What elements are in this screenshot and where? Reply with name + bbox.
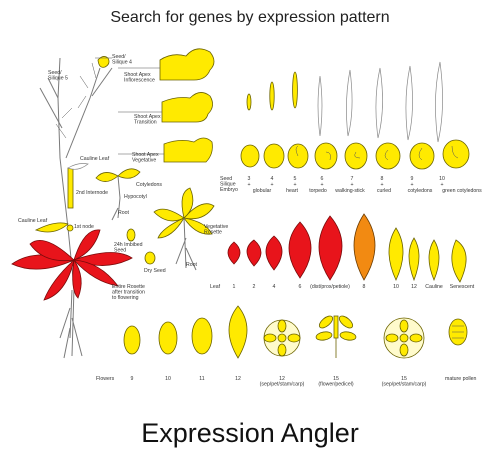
internode-2nd-organ[interactable] xyxy=(67,167,74,209)
silique-stage-label: 5 xyxy=(294,176,297,182)
leaf-stage-label: 4 xyxy=(273,284,276,290)
cauline-leaf-top-organ[interactable] xyxy=(67,163,89,170)
leaf-stage-label: 8 xyxy=(363,284,366,290)
label-shoot-apex-inflorescence: Shoot Apex Inflorescence xyxy=(124,72,155,84)
shoot-apex-vegetative-organ[interactable] xyxy=(163,137,213,163)
embryo-row xyxy=(240,139,470,170)
silique-mark-label: + xyxy=(410,182,413,188)
flower-stage-label: 9 xyxy=(131,376,134,382)
shoot-apex-transition-organ[interactable] xyxy=(161,92,213,123)
leaf-stage-label: 12 xyxy=(411,284,417,290)
embryo-stage-label: heart xyxy=(286,188,298,194)
cotyledon-left-organ[interactable] xyxy=(95,172,119,182)
leaf-stage-label: 6 xyxy=(299,284,302,290)
dry-seed-organ[interactable] xyxy=(144,251,156,265)
silique-mark-label: + xyxy=(293,182,296,188)
flower-stage-label: 11 xyxy=(199,376,204,382)
silique-stage-label: 9 xyxy=(411,176,414,182)
leaf-stage-label: (dist/prox/petiole) xyxy=(310,284,350,290)
embryo-stage-label: curled xyxy=(377,188,391,194)
embryo-stage-label: green cotyledons xyxy=(442,188,482,194)
vegetative-rosette[interactable] xyxy=(153,187,215,271)
label-imbibed-seed: 24h Imbibed Seed xyxy=(114,242,143,254)
label-layer: Seed/Silique 4 Seed/Silique 5 Shoot Apex In… xyxy=(18,54,482,388)
silique-stage-label: 10 xyxy=(439,176,445,182)
embryo-stage-label: walking-stick xyxy=(335,188,365,194)
label-first-node: 1st node xyxy=(74,224,94,230)
shoot-apex-inflorescence-organ[interactable] xyxy=(159,48,215,81)
hypocotyl-organ[interactable] xyxy=(117,175,121,199)
label-shoot-apex-vegetative: Shoot Apex Vegetative xyxy=(132,152,159,164)
flower-stage-label: 10 xyxy=(165,376,171,382)
silique-mark-label: + xyxy=(350,182,353,188)
silique-stage-label: 7 xyxy=(351,176,354,182)
leaf-row xyxy=(227,213,467,283)
leaf-stage-label: 2 xyxy=(253,284,256,290)
adult-plant xyxy=(11,56,133,359)
label-seed-silique-4: Seed/Silique 4 xyxy=(112,54,132,66)
flower-stage-label: 12 (sep/pet/stam/carp) xyxy=(260,376,305,388)
cauline-leaf-left-organ[interactable] xyxy=(34,222,69,233)
silique-mark-label: + xyxy=(380,182,383,188)
label-vegetative-rosette: Vegetative Rosette xyxy=(204,224,228,236)
silique-stage-label: 6 xyxy=(321,176,324,182)
label-dry-seed: Dry Seed xyxy=(144,268,166,274)
label-cauline-leaf-left: Cauline Leaf xyxy=(18,218,48,224)
cotyledon-right-organ[interactable] xyxy=(117,168,141,179)
label-flowers-row: Flowers xyxy=(96,376,115,382)
silique-mark-label: + xyxy=(270,182,273,188)
label-mature-pollen: mature pollen xyxy=(445,376,477,382)
flowers-row xyxy=(123,305,468,359)
label-hypocotyl: Hypocotyl xyxy=(124,194,147,200)
silique-stage-label: 4 xyxy=(271,176,274,182)
label-seed-silique-embryo: Seed Silique Embryo xyxy=(220,176,238,193)
leaf-stage-label: Senescent xyxy=(450,284,475,290)
shoot-apex-group xyxy=(95,48,215,163)
silique-mark-label: + xyxy=(440,182,443,188)
page-title: Search for genes by expression pattern xyxy=(110,9,390,26)
imbibed-seed-organ[interactable] xyxy=(126,228,136,242)
label-leaf-row: Leaf xyxy=(210,284,221,290)
label-entire-rosette: Entire Rosette after transition to floweri… xyxy=(112,284,145,301)
flower-stage-label: 15 (flower/pedicel) xyxy=(318,376,353,388)
silique-row xyxy=(246,61,443,143)
label-root-seedling: Root xyxy=(118,210,130,216)
inflorescence-cluster[interactable] xyxy=(97,56,110,68)
flower-stage-label: 12 xyxy=(235,376,241,382)
label-seed-silique-5: Seed/Silique 5 xyxy=(48,70,68,82)
flower-stage-label: 15 (sep/pet/stam/carp) xyxy=(382,376,427,388)
silique-stage-label: 3 xyxy=(248,176,251,182)
embryo-stage-label: torpedo xyxy=(309,188,327,194)
embryo-stage-label: globular xyxy=(253,188,272,194)
embryo-stage-label: cotyledons xyxy=(408,188,433,194)
silique-mark-label: + xyxy=(320,182,323,188)
label-root-plant: Root xyxy=(186,262,198,268)
silique-stage-label: 8 xyxy=(381,176,384,182)
app-name-footer: Expression Angler xyxy=(141,418,359,448)
efp-expression-figure: Seed/Silique 4 Seed/Silique 5 Shoot Apex In… xyxy=(11,48,482,388)
leaf-stage-label: 10 xyxy=(393,284,399,290)
seedling xyxy=(95,168,141,221)
label-internode-2nd: 2nd Internode xyxy=(76,190,108,196)
silique-mark-label: + xyxy=(247,182,250,188)
label-cotyledons: Cotyledons xyxy=(136,182,162,188)
label-cauline-leaf-top: Cauline Leaf xyxy=(80,156,110,162)
leaf-stage-label: Cauline xyxy=(425,284,443,290)
first-node-organ[interactable] xyxy=(66,224,74,232)
leaf-stage-label: 1 xyxy=(233,284,236,290)
entire-rosette-organ[interactable] xyxy=(11,229,133,301)
label-shoot-apex-transition: Shoot Apex Transition xyxy=(134,114,161,126)
